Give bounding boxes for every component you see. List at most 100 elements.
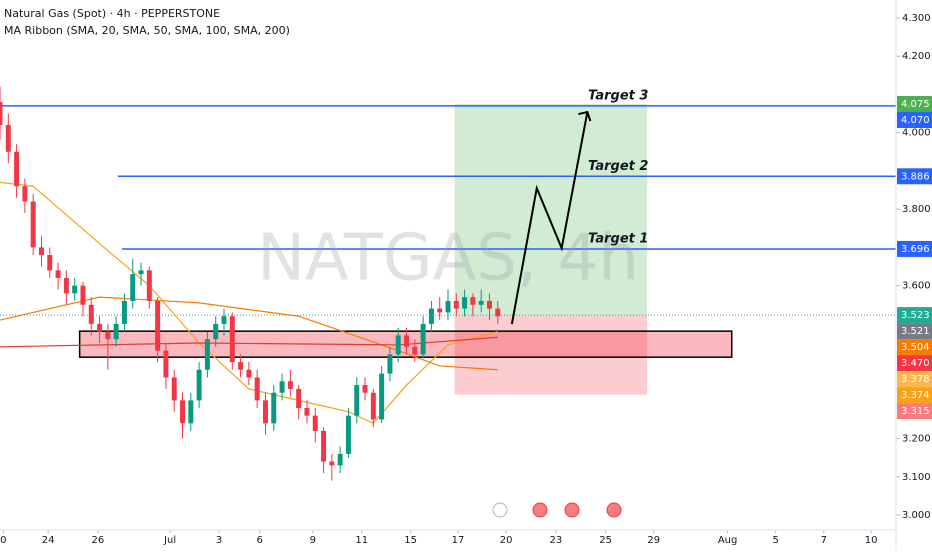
candle-body bbox=[329, 461, 335, 466]
candle-body bbox=[254, 377, 260, 401]
price-badge-label: 3.378 bbox=[901, 374, 930, 385]
candle-body bbox=[296, 388, 302, 409]
x-tick-label: 15 bbox=[404, 535, 417, 546]
y-tick-label: 3.000 bbox=[902, 510, 931, 521]
x-tick-label: 0 bbox=[0, 535, 6, 546]
candle-body bbox=[238, 362, 244, 370]
y-tick-label: 3.100 bbox=[902, 472, 931, 483]
candle-body bbox=[229, 316, 235, 363]
price-badge-label: 3.521 bbox=[901, 326, 930, 337]
price-badge bbox=[897, 96, 932, 113]
candle-body bbox=[321, 430, 327, 462]
candle-body bbox=[180, 400, 186, 424]
x-tick-label: 6 bbox=[256, 535, 262, 546]
event-icon[interactable] bbox=[492, 502, 508, 518]
projection-path bbox=[510, 111, 589, 325]
candle-body bbox=[14, 151, 20, 187]
price-badge bbox=[897, 403, 932, 420]
moving-average bbox=[0, 336, 498, 348]
x-tick-label: 20 bbox=[500, 535, 513, 546]
price-badge bbox=[897, 371, 932, 388]
price-badge-label: 3.374 bbox=[901, 390, 930, 401]
candle-body bbox=[287, 381, 293, 389]
back-layer bbox=[0, 104, 896, 395]
target-area bbox=[454, 104, 648, 316]
candle-body bbox=[428, 308, 434, 324]
candle-body bbox=[5, 125, 11, 152]
candle-body bbox=[312, 415, 318, 431]
candle-body bbox=[387, 354, 393, 374]
x-tick-label: 11 bbox=[355, 535, 368, 546]
stop-area bbox=[454, 315, 648, 395]
candle-body bbox=[404, 335, 410, 347]
moving-average bbox=[0, 296, 498, 371]
candle-body bbox=[470, 297, 476, 305]
candle-body bbox=[138, 270, 144, 275]
candle-body bbox=[495, 308, 501, 317]
price-badge bbox=[897, 307, 932, 324]
price-badge-label: 3.470 bbox=[901, 358, 930, 369]
candle-body bbox=[196, 369, 202, 401]
projection-arrowhead bbox=[578, 110, 592, 122]
chart-title: Natural Gas (Spot) · 4h · PEPPERSTONE bbox=[4, 7, 220, 20]
front-layer: Target 3 Target 2 Target 1 4.300 4.200 4.000 3… bbox=[0, 13, 932, 546]
candle-body bbox=[63, 278, 69, 294]
x-tick-label: 7 bbox=[821, 535, 827, 546]
price-badge-label: 4.070 bbox=[901, 115, 930, 126]
candle-body bbox=[354, 385, 360, 416]
y-tick-label: 4.000 bbox=[902, 128, 931, 139]
candle-body bbox=[105, 331, 111, 340]
candle-body bbox=[80, 285, 86, 305]
candle-body bbox=[420, 323, 426, 355]
price-badge-label: 3.504 bbox=[901, 342, 930, 353]
price-badge-label: 3.886 bbox=[901, 171, 930, 182]
candle-body bbox=[370, 392, 376, 420]
x-tick-label: 17 bbox=[452, 535, 465, 546]
candle-body bbox=[379, 373, 385, 420]
price-badge bbox=[897, 240, 932, 257]
candle-body bbox=[30, 201, 36, 248]
x-tick-label: 3 bbox=[216, 535, 222, 546]
candle-body bbox=[155, 300, 161, 351]
candle-body bbox=[345, 415, 351, 454]
y-tick-label: 4.300 bbox=[902, 13, 931, 24]
event-icon[interactable] bbox=[564, 502, 580, 518]
candle-body bbox=[437, 308, 443, 313]
watermark: NATGAS, 4h bbox=[257, 222, 639, 296]
candle-body bbox=[204, 339, 210, 370]
candle-body bbox=[88, 304, 94, 324]
candle-body bbox=[412, 346, 418, 355]
candle-body bbox=[213, 323, 219, 340]
candle-body bbox=[121, 300, 127, 324]
candle-body bbox=[362, 385, 368, 393]
price-badge bbox=[897, 355, 932, 372]
candle-body bbox=[453, 300, 459, 309]
price-badge bbox=[897, 112, 932, 129]
price-badge bbox=[897, 387, 932, 404]
candle-body bbox=[171, 377, 177, 401]
event-icon[interactable] bbox=[606, 502, 622, 518]
candle-body bbox=[262, 400, 268, 424]
y-tick-label: 3.200 bbox=[902, 434, 931, 445]
candle-body bbox=[246, 369, 252, 378]
x-tick-label: 10 bbox=[865, 535, 878, 546]
candle-body bbox=[445, 300, 451, 313]
x-tick-label: 23 bbox=[549, 535, 562, 546]
y-tick-label: 4.200 bbox=[902, 51, 931, 62]
event-icon[interactable] bbox=[532, 502, 548, 518]
target-label: Target 3 bbox=[588, 88, 648, 103]
candle-body bbox=[304, 408, 310, 416]
candle-body bbox=[271, 392, 277, 424]
y-tick-label: 3.600 bbox=[902, 281, 931, 292]
candle-body bbox=[38, 247, 44, 256]
x-tick-label: 24 bbox=[42, 535, 55, 546]
candle-body bbox=[55, 270, 61, 279]
target-label: Target 1 bbox=[588, 231, 648, 246]
event-icons[interactable] bbox=[492, 502, 622, 518]
price-badge bbox=[897, 339, 932, 356]
x-tick-label: Aug bbox=[718, 535, 738, 546]
price-badge-label: 3.523 bbox=[901, 310, 930, 321]
candle-body bbox=[97, 323, 103, 332]
price-badge-label: 3.315 bbox=[901, 406, 930, 417]
